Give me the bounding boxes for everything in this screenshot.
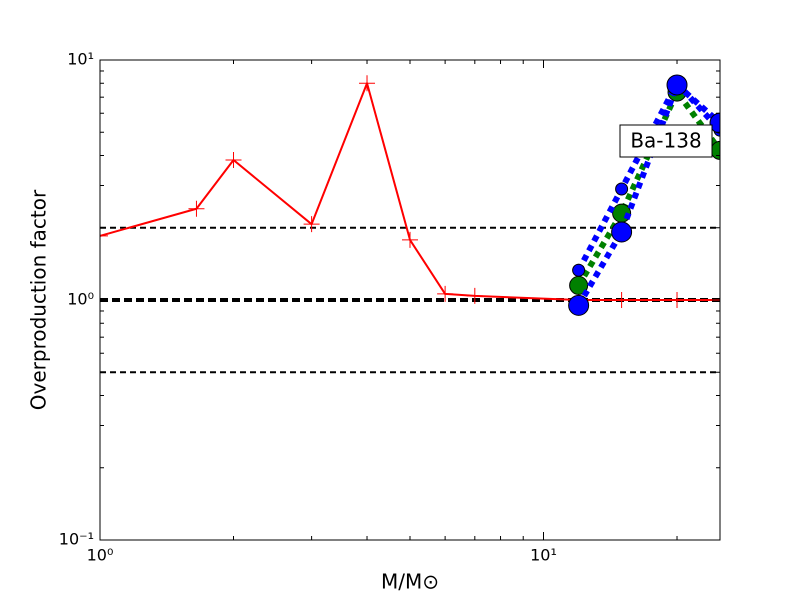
marker — [615, 182, 629, 196]
y-tick-label: 10⁰ — [67, 290, 94, 309]
marker — [359, 75, 376, 92]
x-tick-label: 10¹ — [530, 546, 557, 565]
marker — [611, 221, 633, 243]
marker — [466, 287, 483, 304]
marker — [613, 292, 630, 308]
series-line — [100, 82, 720, 301]
x-axis-label: M/M⊙ — [381, 570, 439, 594]
annotation: Ba-138 — [630, 129, 701, 153]
plot-area — [100, 74, 720, 374]
marker — [669, 292, 686, 308]
series-line — [575, 80, 720, 272]
marker — [666, 74, 688, 96]
marker — [402, 231, 418, 248]
marker — [437, 285, 454, 302]
y-axis-label: Overproduction factor — [27, 189, 51, 410]
marker — [225, 152, 242, 169]
marker — [572, 263, 586, 277]
annotation-box — [619, 124, 713, 158]
marker — [303, 216, 320, 233]
marker — [709, 112, 720, 134]
marker — [188, 200, 205, 217]
series-line — [576, 89, 720, 287]
marker — [568, 294, 590, 316]
marker — [100, 227, 108, 244]
y-tick-label: 10⁻¹ — [59, 530, 94, 549]
y-tick-label: 10¹ — [67, 50, 94, 69]
x-tick-label: 10⁰ — [87, 546, 114, 565]
